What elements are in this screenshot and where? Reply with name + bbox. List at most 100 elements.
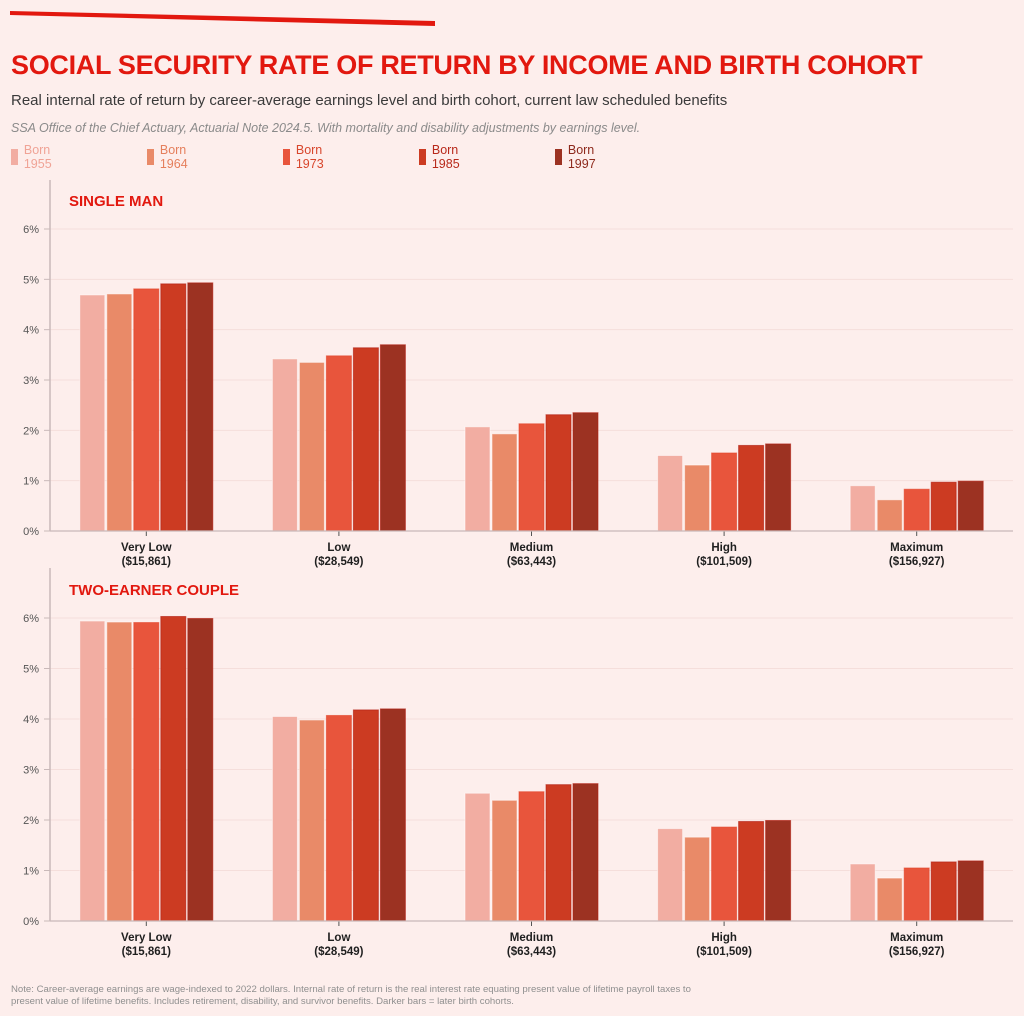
- bar-born-1973-medium: [518, 423, 545, 532]
- bar-born-1955-very-low: [79, 620, 106, 922]
- x-tick-sublabel: ($101,509): [696, 946, 752, 958]
- x-tick-sublabel: ($101,509): [696, 556, 752, 568]
- y-tick-label: 5%: [23, 274, 39, 286]
- bar-born-1985-low: [352, 709, 379, 922]
- bar-born-1955-maximum: [849, 485, 876, 532]
- source-note: SSA Office of the Chief Actuary, Actuari…: [11, 121, 641, 135]
- legend-swatch: [147, 149, 154, 165]
- x-tick-label: Very Low: [121, 542, 172, 554]
- single-man-chart: 0% 1% 2% 3% 4% 5% 6% Very Low ($15,861) Low ($28,5…: [23, 180, 1013, 568]
- legend-item-1973: Born 1973: [283, 143, 329, 171]
- bar-born-1973-maximum: [903, 867, 930, 922]
- bar-born-1955-low: [271, 715, 298, 922]
- x-tick-label: Low: [327, 932, 350, 944]
- two-earner-couple-chart: 0% 1% 2% 3% 4% 5% 6% Very Low ($15,861) Low ($28,5…: [23, 568, 1013, 958]
- bar-born-1973-very-low: [133, 288, 160, 532]
- bar-born-1973-maximum: [903, 488, 930, 532]
- bar-born-1955-low: [271, 358, 298, 532]
- bar-born-1964-maximum: [876, 499, 903, 532]
- x-tick-label: High: [711, 542, 737, 554]
- bar-born-1997-very-low: [187, 282, 214, 532]
- bar-born-1973-very-low: [133, 622, 160, 922]
- accent-line: [10, 11, 435, 26]
- panel-two-earner-couple: 0% 1% 2% 3% 4% 5% 6% Very Low ($15,861) Low ($28,5…: [0, 568, 1024, 968]
- x-tick-sublabel: ($156,927): [889, 946, 945, 958]
- y-tick-label: 4%: [23, 714, 39, 726]
- bar-born-1955-maximum: [849, 863, 876, 922]
- bar-born-1964-medium: [491, 433, 518, 532]
- y-tick-label: 0%: [23, 526, 39, 538]
- panel-single-man: 0% 1% 2% 3% 4% 5% 6% Very Low ($15,861) Low ($28,5…: [0, 180, 1024, 575]
- bar-born-1964-very-low: [106, 621, 133, 922]
- bar-born-1973-low: [325, 714, 352, 922]
- legend-swatch: [11, 149, 18, 165]
- panel-title-two-earner-couple: TWO-EARNER COUPLE: [69, 582, 239, 599]
- bar-born-1985-low: [352, 347, 379, 532]
- bar-born-1997-medium: [572, 783, 599, 922]
- bar-born-1973-low: [325, 355, 352, 532]
- bar-born-1985-medium: [545, 414, 572, 532]
- accent-stroke: [10, 11, 435, 26]
- x-tick-sublabel: ($63,443): [507, 946, 556, 958]
- x-tick-label: Medium: [510, 932, 553, 944]
- y-tick-label: 3%: [23, 375, 39, 387]
- bar-born-1985-medium: [545, 784, 572, 922]
- x-tick-sublabel: ($28,549): [314, 556, 363, 568]
- bar-born-1964-high: [684, 836, 711, 922]
- bar-born-1955-high: [657, 455, 684, 532]
- legend-item-1964: Born 1964: [147, 143, 193, 171]
- x-tick-label: High: [711, 932, 737, 944]
- bar-born-1997-high: [765, 443, 792, 532]
- bar-born-1964-very-low: [106, 293, 133, 532]
- legend-label: Born 1973: [295, 143, 324, 171]
- x-tick-sublabel: ($28,549): [314, 946, 363, 958]
- bar-born-1985-very-low: [160, 283, 187, 532]
- x-tick-label: Very Low: [121, 932, 172, 944]
- bar-born-1964-high: [684, 464, 711, 532]
- bar-born-1985-high: [738, 821, 765, 922]
- y-tick-label: 1%: [23, 866, 39, 878]
- bar-born-1955-very-low: [79, 294, 106, 532]
- bar-born-1997-low: [379, 344, 406, 532]
- bar-born-1985-maximum: [930, 861, 957, 922]
- legend-label: Born 1955: [23, 143, 52, 171]
- bar-born-1997-medium: [572, 412, 599, 532]
- y-tick-label: 2%: [23, 815, 39, 827]
- y-tick-label: 3%: [23, 765, 39, 777]
- y-tick-label: 1%: [23, 476, 39, 488]
- bar-born-1997-low: [379, 708, 406, 922]
- y-tick-label: 6%: [23, 224, 39, 236]
- x-tick-label: Maximum: [890, 932, 943, 944]
- y-tick-label: 5%: [23, 664, 39, 676]
- legend-item-1997: Born 1997: [555, 143, 601, 171]
- x-tick-label: Low: [327, 542, 350, 554]
- legend-swatch: [283, 149, 290, 165]
- bar-born-1973-high: [711, 826, 738, 922]
- bar-born-1973-medium: [518, 791, 545, 922]
- bar-born-1997-maximum: [957, 860, 984, 922]
- y-tick-label: 2%: [23, 425, 39, 437]
- x-tick-sublabel: ($63,443): [507, 556, 556, 568]
- x-tick-label: Maximum: [890, 542, 943, 554]
- legend-swatch: [419, 149, 426, 165]
- bar-born-1985-maximum: [930, 481, 957, 532]
- bar-born-1997-maximum: [957, 480, 984, 532]
- bar-born-1964-low: [298, 361, 325, 532]
- bar-born-1997-high: [765, 820, 792, 922]
- y-tick-label: 0%: [23, 916, 39, 928]
- footnote: Note: Career-average earnings are wage-i…: [11, 984, 691, 1007]
- y-tick-label: 6%: [23, 613, 39, 625]
- bar-born-1964-medium: [491, 799, 518, 922]
- legend-label: Born 1964: [159, 143, 188, 171]
- bar-born-1985-high: [738, 444, 765, 532]
- legend-item-1955: Born 1955: [11, 143, 57, 171]
- bar-born-1964-maximum: [876, 877, 903, 922]
- bar-born-1955-medium: [464, 426, 491, 532]
- bar-born-1997-very-low: [187, 618, 214, 922]
- x-tick-label: Medium: [510, 542, 553, 554]
- bar-born-1985-very-low: [160, 615, 187, 922]
- legend-label: Born 1997: [567, 143, 596, 171]
- bar-born-1964-low: [298, 719, 325, 922]
- bar-born-1955-medium: [464, 792, 491, 922]
- x-tick-sublabel: ($15,861): [122, 556, 171, 568]
